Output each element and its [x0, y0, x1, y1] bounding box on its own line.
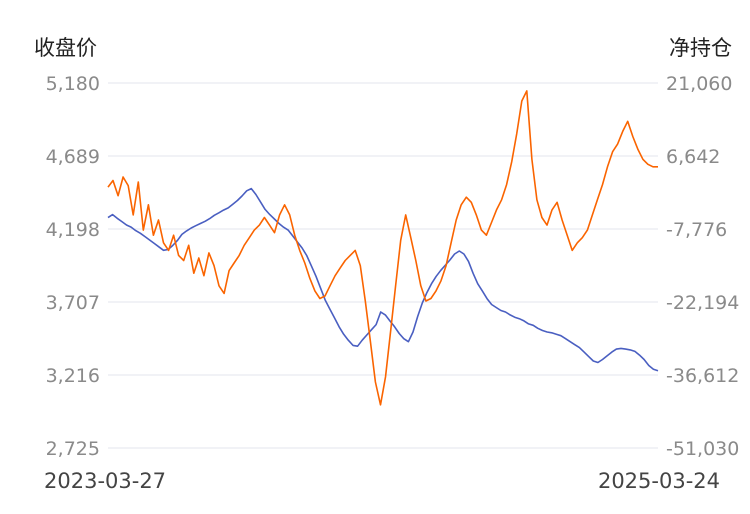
right-tick-label: -51,030 — [666, 438, 739, 460]
left-tick-label: 2,725 — [46, 438, 100, 460]
net-position-line — [107, 90, 658, 406]
left-tick-label: 4,689 — [46, 146, 100, 168]
x-tick-end: 2025-03-24 — [598, 469, 720, 493]
left-tick-label: 3,216 — [46, 365, 100, 387]
x-tick-start: 2023-03-27 — [44, 469, 166, 493]
left-tick-label: 4,198 — [46, 219, 100, 241]
close-price-line — [107, 187, 659, 372]
right-tick-label: 21,060 — [666, 73, 732, 95]
series-layer — [107, 90, 659, 406]
left-axis-title: 收盘价 — [34, 36, 97, 60]
left-tick-label: 5,180 — [46, 73, 100, 95]
right-tick-label: 6,642 — [666, 146, 720, 168]
tick-layer: 5,180 21,060 4,689 6,642 4,198 -7,776 3,707 -22… — [46, 73, 740, 460]
right-tick-label: -22,194 — [666, 292, 739, 314]
left-tick-label: 3,707 — [46, 292, 100, 314]
right-axis-title: 净持仓 — [669, 36, 732, 60]
right-tick-label: -7,776 — [666, 219, 727, 241]
right-tick-label: -36,612 — [666, 365, 739, 387]
grid-layer — [108, 82, 658, 449]
